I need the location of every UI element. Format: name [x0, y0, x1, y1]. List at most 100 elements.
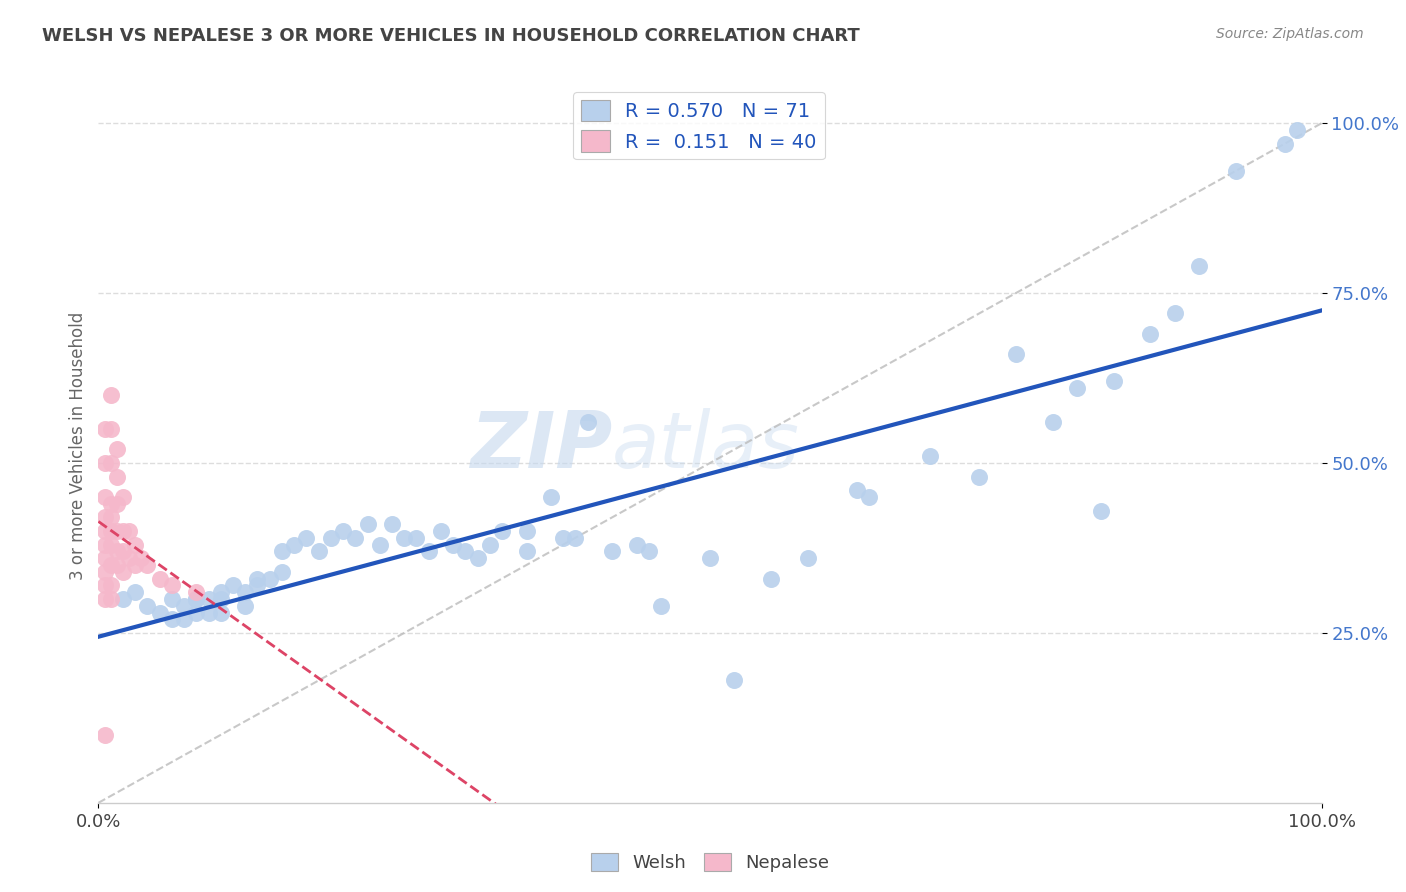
Point: [967, 469, 990, 483]
Point: [233, 585, 256, 599]
Point: [797, 551, 820, 566]
Point: [93, 728, 115, 742]
Point: [149, 606, 172, 620]
Point: [761, 572, 783, 586]
Point: [1286, 123, 1309, 137]
Point: [1274, 136, 1296, 151]
Point: [308, 544, 330, 558]
Point: [233, 599, 256, 613]
Point: [319, 531, 342, 545]
Point: [576, 415, 599, 429]
Point: [209, 591, 232, 606]
Point: [626, 537, 648, 551]
Point: [100, 510, 122, 524]
Point: [259, 572, 281, 586]
Point: [491, 524, 513, 538]
Point: [270, 565, 294, 579]
Point: [1225, 163, 1247, 178]
Point: [105, 469, 128, 483]
Point: [160, 578, 183, 592]
Point: [160, 612, 183, 626]
Point: [118, 551, 141, 566]
Point: [105, 442, 128, 457]
Point: [1188, 259, 1211, 273]
Point: [845, 483, 868, 498]
Point: [197, 591, 219, 606]
Point: [295, 531, 318, 545]
Point: [100, 422, 122, 436]
Point: [1066, 381, 1088, 395]
Point: [124, 558, 146, 572]
Legend: Welsh, Nepalese: Welsh, Nepalese: [583, 846, 837, 880]
Point: [93, 422, 115, 436]
Point: [723, 673, 745, 688]
Point: [209, 585, 232, 599]
Point: [344, 531, 367, 545]
Point: [93, 565, 115, 579]
Point: [105, 497, 128, 511]
Point: [186, 585, 208, 599]
Point: [454, 544, 477, 558]
Point: [405, 531, 427, 545]
Point: [540, 490, 562, 504]
Point: [111, 565, 134, 579]
Point: [100, 558, 122, 572]
Point: [515, 544, 537, 558]
Point: [124, 537, 146, 551]
Point: [478, 537, 501, 551]
Point: [124, 585, 146, 599]
Point: [186, 606, 208, 620]
Point: [553, 531, 575, 545]
Point: [100, 388, 122, 402]
Point: [515, 524, 537, 538]
Point: [564, 531, 586, 545]
Text: WELSH VS NEPALESE 3 OR MORE VEHICLES IN HOUSEHOLD CORRELATION CHART: WELSH VS NEPALESE 3 OR MORE VEHICLES IN …: [42, 27, 860, 45]
Point: [93, 510, 115, 524]
Point: [111, 524, 134, 538]
Point: [93, 456, 115, 470]
Point: [173, 599, 195, 613]
Text: Source: ZipAtlas.com: Source: ZipAtlas.com: [1216, 27, 1364, 41]
Point: [149, 572, 172, 586]
Point: [105, 544, 128, 558]
Point: [197, 606, 219, 620]
Point: [467, 551, 489, 566]
Point: [368, 537, 391, 551]
Point: [136, 558, 159, 572]
Point: [699, 551, 721, 566]
Point: [100, 456, 122, 470]
Point: [270, 544, 294, 558]
Point: [136, 599, 159, 613]
Point: [600, 544, 623, 558]
Point: [186, 591, 208, 606]
Y-axis label: 3 or more Vehicles in Household: 3 or more Vehicles in Household: [69, 312, 87, 580]
Point: [1139, 326, 1161, 341]
Point: [93, 551, 115, 566]
Point: [858, 490, 880, 504]
Point: [100, 497, 122, 511]
Point: [1090, 503, 1112, 517]
Point: [111, 591, 134, 606]
Point: [441, 537, 464, 551]
Point: [186, 591, 208, 606]
Point: [1164, 306, 1187, 320]
Point: [93, 537, 115, 551]
Point: [93, 524, 115, 538]
Point: [246, 572, 269, 586]
Point: [105, 524, 128, 538]
Point: [1004, 347, 1026, 361]
Point: [160, 591, 183, 606]
Point: [100, 591, 122, 606]
Text: ZIP: ZIP: [470, 408, 612, 484]
Point: [418, 544, 440, 558]
Point: [173, 612, 195, 626]
Point: [381, 517, 404, 532]
Point: [222, 578, 245, 592]
Point: [118, 524, 141, 538]
Point: [93, 591, 115, 606]
Point: [111, 490, 134, 504]
Point: [356, 517, 378, 532]
Point: [129, 551, 152, 566]
Point: [650, 599, 672, 613]
Point: [100, 524, 122, 538]
